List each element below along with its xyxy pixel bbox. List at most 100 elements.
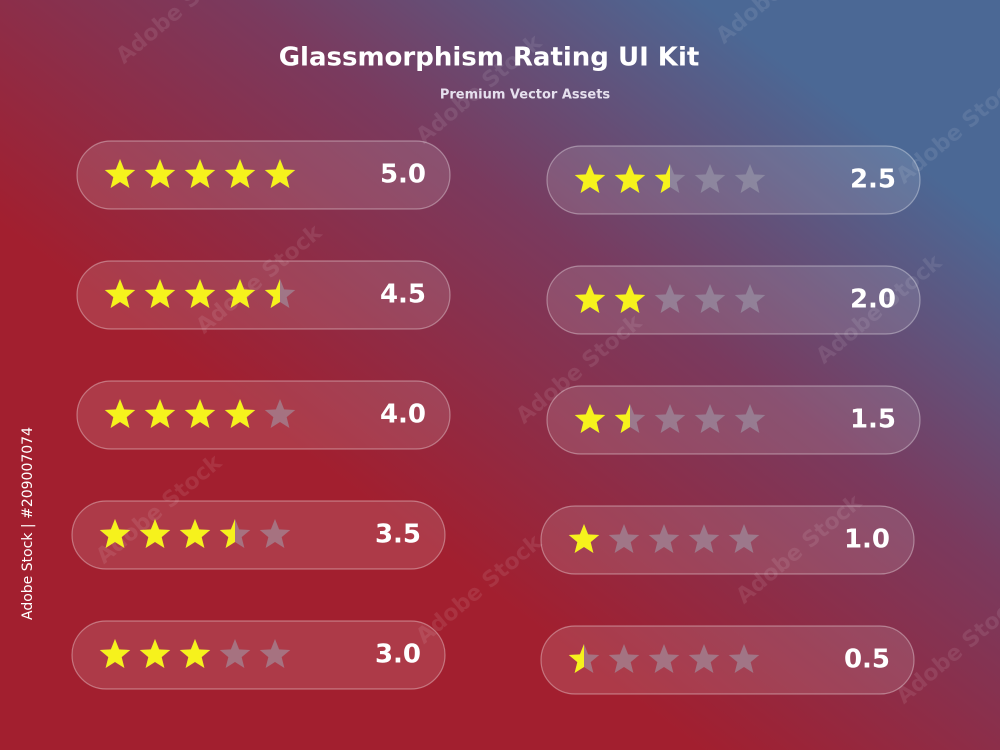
- star: [694, 284, 726, 313]
- pill: [540, 625, 915, 695]
- star: [219, 639, 251, 668]
- rating-value: 2.0: [850, 285, 896, 315]
- star: [654, 164, 686, 193]
- star-empty: [648, 524, 680, 553]
- rating-pill: 2.0: [546, 265, 921, 335]
- star: [728, 524, 760, 553]
- rating-value: 4.5: [380, 280, 426, 310]
- star-full: [99, 639, 131, 668]
- star: [99, 519, 131, 548]
- star: [574, 404, 606, 433]
- rating-pill: 1.5: [546, 385, 921, 455]
- star-empty: [688, 644, 720, 673]
- star: [694, 404, 726, 433]
- star: [179, 639, 211, 668]
- rating-value: 0.5: [844, 645, 890, 675]
- pill: [546, 385, 921, 455]
- star: [259, 519, 291, 548]
- star-full: [224, 399, 256, 428]
- star-full: [104, 279, 136, 308]
- pill: [71, 620, 446, 690]
- star-full: [104, 399, 136, 428]
- star: [184, 159, 216, 188]
- star-empty: [654, 404, 686, 433]
- star-full: [574, 164, 606, 193]
- rating-pill: 4.5: [76, 260, 451, 330]
- star-empty: [259, 519, 291, 548]
- star: [104, 399, 136, 428]
- star-full: [104, 159, 136, 188]
- star-full: [179, 639, 211, 668]
- rating-value: 3.0: [375, 640, 421, 670]
- star-empty: [219, 639, 251, 668]
- pill: [546, 265, 921, 335]
- star: [179, 519, 211, 548]
- rating-pill: 5.0: [76, 140, 451, 210]
- star: [144, 279, 176, 308]
- star-full: [184, 279, 216, 308]
- star: [104, 159, 136, 188]
- rating-pill: 2.5: [546, 145, 921, 215]
- star: [734, 164, 766, 193]
- star-full: [614, 164, 646, 193]
- star-empty: [264, 399, 296, 428]
- star-empty: [734, 404, 766, 433]
- subtitle: Premium Vector Assets: [440, 88, 611, 103]
- star: [144, 159, 176, 188]
- star-full: [224, 279, 256, 308]
- rating-value: 4.0: [380, 400, 426, 430]
- star: [614, 404, 646, 433]
- star-full: [144, 279, 176, 308]
- rating-pill: 4.0: [76, 380, 451, 450]
- star: [224, 159, 256, 188]
- star-empty: [694, 404, 726, 433]
- star-full: [614, 284, 646, 313]
- star: [264, 399, 296, 428]
- star-full: [574, 284, 606, 313]
- star: [144, 399, 176, 428]
- star-empty: [694, 284, 726, 313]
- star: [224, 399, 256, 428]
- title: Glassmorphism Rating UI Kit: [279, 43, 700, 73]
- star-full: [184, 399, 216, 428]
- star-empty: [654, 284, 686, 313]
- star-full: [574, 404, 606, 433]
- star: [608, 524, 640, 553]
- pill: [76, 260, 451, 330]
- star: [648, 644, 680, 673]
- star-empty: [728, 644, 760, 673]
- star-half: [568, 644, 584, 673]
- star: [224, 279, 256, 308]
- star: [264, 279, 296, 308]
- rating-value: 3.5: [375, 520, 421, 550]
- star: [99, 639, 131, 668]
- star-empty: [648, 644, 680, 673]
- star: [734, 404, 766, 433]
- star: [219, 519, 251, 548]
- star-full: [144, 399, 176, 428]
- star-half: [654, 164, 670, 193]
- rating-value: 2.5: [850, 165, 896, 195]
- pill: [540, 505, 915, 575]
- star: [694, 164, 726, 193]
- star: [259, 639, 291, 668]
- star-full: [224, 159, 256, 188]
- rating-pill: 0.5: [540, 625, 915, 695]
- star: [654, 404, 686, 433]
- star: [139, 639, 171, 668]
- star: [104, 279, 136, 308]
- rating-pill: 3.0: [71, 620, 446, 690]
- star: [568, 524, 600, 553]
- star-empty: [728, 524, 760, 553]
- star-empty: [259, 639, 291, 668]
- star-half: [614, 404, 630, 433]
- star-full: [139, 519, 171, 548]
- star-half: [219, 519, 235, 548]
- star: [614, 164, 646, 193]
- star: [608, 644, 640, 673]
- rating-value: 1.5: [850, 405, 896, 435]
- star-full: [264, 159, 296, 188]
- star: [654, 284, 686, 313]
